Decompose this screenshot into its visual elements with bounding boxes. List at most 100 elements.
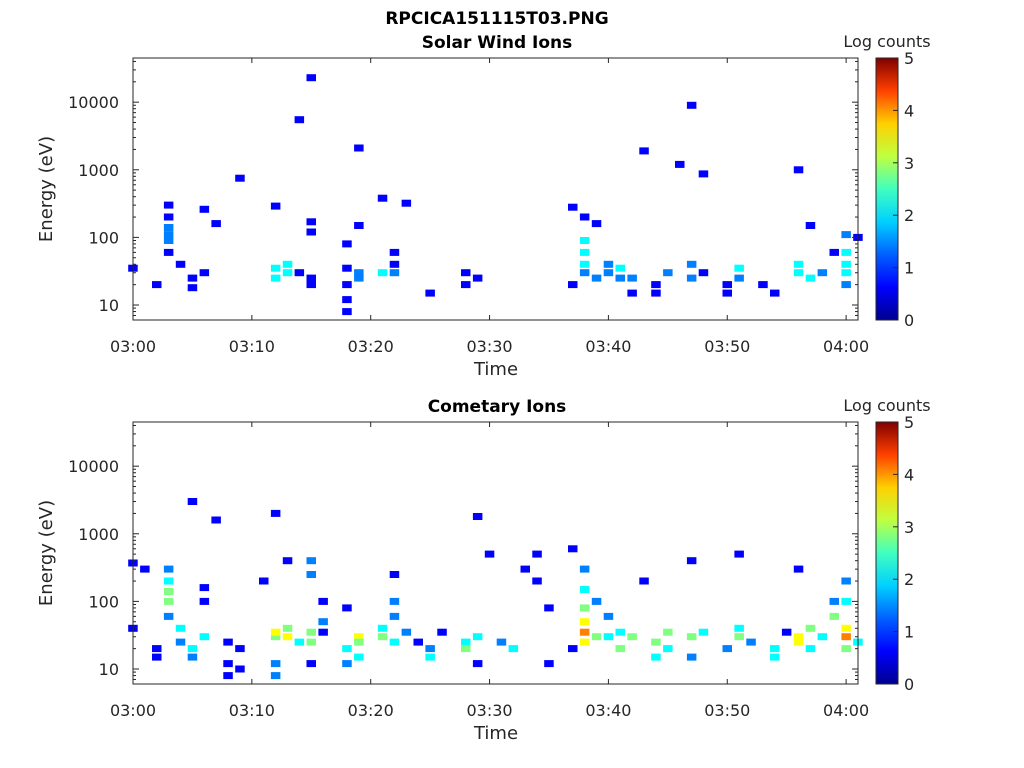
data-cell bbox=[675, 160, 685, 168]
x-tick-label: 03:10 bbox=[229, 701, 275, 720]
data-cell bbox=[472, 513, 483, 520]
colorbar bbox=[875, 57, 899, 321]
x-tick-label: 03:20 bbox=[348, 701, 394, 720]
x-tick-label: 03:00 bbox=[110, 701, 156, 720]
colorbar-tick-label: 1 bbox=[904, 623, 914, 642]
data-cell bbox=[163, 201, 174, 209]
data-cell bbox=[544, 604, 554, 612]
data-cell bbox=[270, 660, 281, 668]
data-cell bbox=[282, 624, 293, 632]
data-cell bbox=[354, 633, 364, 641]
data-cell bbox=[235, 174, 245, 182]
data-cell bbox=[579, 248, 590, 256]
data-cell bbox=[377, 624, 388, 632]
data-cell bbox=[829, 597, 839, 605]
data-cell bbox=[579, 260, 590, 268]
colorbar-tick-label: 3 bbox=[904, 154, 914, 173]
data-cell bbox=[306, 571, 316, 578]
data-cell bbox=[342, 645, 352, 653]
data-cell bbox=[152, 645, 162, 653]
data-cell bbox=[579, 604, 590, 612]
data-cell bbox=[758, 281, 768, 289]
data-cell bbox=[591, 597, 602, 605]
x-axis-label: Time bbox=[473, 359, 518, 380]
data-cell bbox=[389, 269, 400, 277]
colorbar bbox=[875, 421, 899, 685]
data-cell bbox=[354, 222, 364, 229]
data-cell bbox=[318, 628, 328, 636]
data-cell bbox=[294, 116, 305, 124]
data-cell bbox=[472, 274, 483, 282]
data-cell bbox=[354, 638, 364, 646]
colorbar-tick-label: 4 bbox=[904, 101, 914, 120]
data-cell bbox=[734, 274, 744, 282]
data-cell bbox=[461, 645, 471, 653]
data-cell bbox=[591, 633, 602, 641]
data-cell bbox=[163, 248, 174, 256]
data-cell bbox=[235, 665, 245, 673]
data-cell bbox=[603, 260, 614, 268]
data-cell bbox=[152, 281, 162, 289]
data-cell bbox=[306, 74, 316, 82]
data-cell bbox=[377, 194, 388, 202]
data-cell bbox=[579, 628, 590, 636]
data-cell bbox=[663, 269, 673, 277]
data-cell bbox=[651, 281, 661, 289]
data-cell bbox=[615, 264, 625, 272]
data-cell bbox=[651, 638, 661, 646]
data-cell bbox=[484, 550, 495, 558]
data-cell bbox=[603, 612, 614, 620]
data-cell bbox=[294, 638, 305, 646]
data-cell bbox=[163, 224, 174, 231]
data-cell bbox=[686, 633, 697, 641]
data-cell bbox=[306, 660, 316, 668]
y-tick-label: 1000 bbox=[78, 525, 119, 544]
data-cell bbox=[187, 274, 198, 282]
axis-ticks: 03:00 03:10 03:20 03:30 03:40 03:50 04:00 10 100… bbox=[68, 422, 869, 720]
data-cell bbox=[163, 612, 174, 620]
data-cell bbox=[639, 577, 649, 585]
data-cell bbox=[270, 202, 281, 210]
data-cell bbox=[841, 633, 851, 641]
x-tick-label: 03:50 bbox=[704, 337, 750, 356]
data-cell bbox=[401, 199, 412, 207]
panel-title: Solar Wind Ions bbox=[422, 33, 573, 53]
data-cell bbox=[615, 645, 625, 653]
data-cell bbox=[663, 645, 673, 653]
data-cell bbox=[770, 653, 780, 661]
data-cell bbox=[532, 577, 542, 585]
data-cell bbox=[627, 289, 637, 297]
data-cell bbox=[698, 170, 709, 178]
data-cell bbox=[282, 260, 293, 268]
x-tick-label: 03:00 bbox=[110, 337, 156, 356]
y-tick-label: 10 bbox=[99, 296, 119, 315]
data-cell bbox=[437, 628, 447, 636]
y-tick-label: 1000 bbox=[78, 161, 119, 180]
x-tick-label: 03:20 bbox=[348, 337, 394, 356]
data-cell bbox=[270, 672, 281, 680]
y-axis-label: Energy (eV) bbox=[36, 500, 57, 606]
y-tick-label: 100 bbox=[88, 228, 119, 247]
data-cell bbox=[793, 565, 804, 573]
data-cell bbox=[841, 281, 851, 289]
x-tick-label: 04:00 bbox=[823, 337, 869, 356]
data-cell bbox=[306, 281, 316, 289]
data-cell bbox=[187, 284, 198, 292]
data-cell bbox=[413, 638, 423, 646]
data-cell bbox=[342, 281, 352, 289]
data-cell bbox=[579, 565, 590, 573]
data-cell bbox=[746, 638, 756, 646]
data-cell bbox=[805, 624, 816, 632]
data-cell bbox=[829, 612, 839, 620]
data-cell bbox=[282, 557, 293, 565]
data-cell bbox=[401, 628, 412, 636]
data-cell bbox=[389, 597, 400, 605]
colorbar-ticks: 0 1 2 3 4 5 bbox=[893, 49, 914, 330]
data-cell bbox=[377, 633, 388, 641]
data-cell bbox=[175, 260, 186, 268]
solar-wind-ions-panel: Solar Wind Ions 03:00 03:10 03:20 03:30 03:4… bbox=[36, 32, 931, 380]
data-cell bbox=[199, 633, 210, 641]
y-tick-label: 10 bbox=[99, 660, 119, 679]
data-cell bbox=[686, 101, 697, 109]
